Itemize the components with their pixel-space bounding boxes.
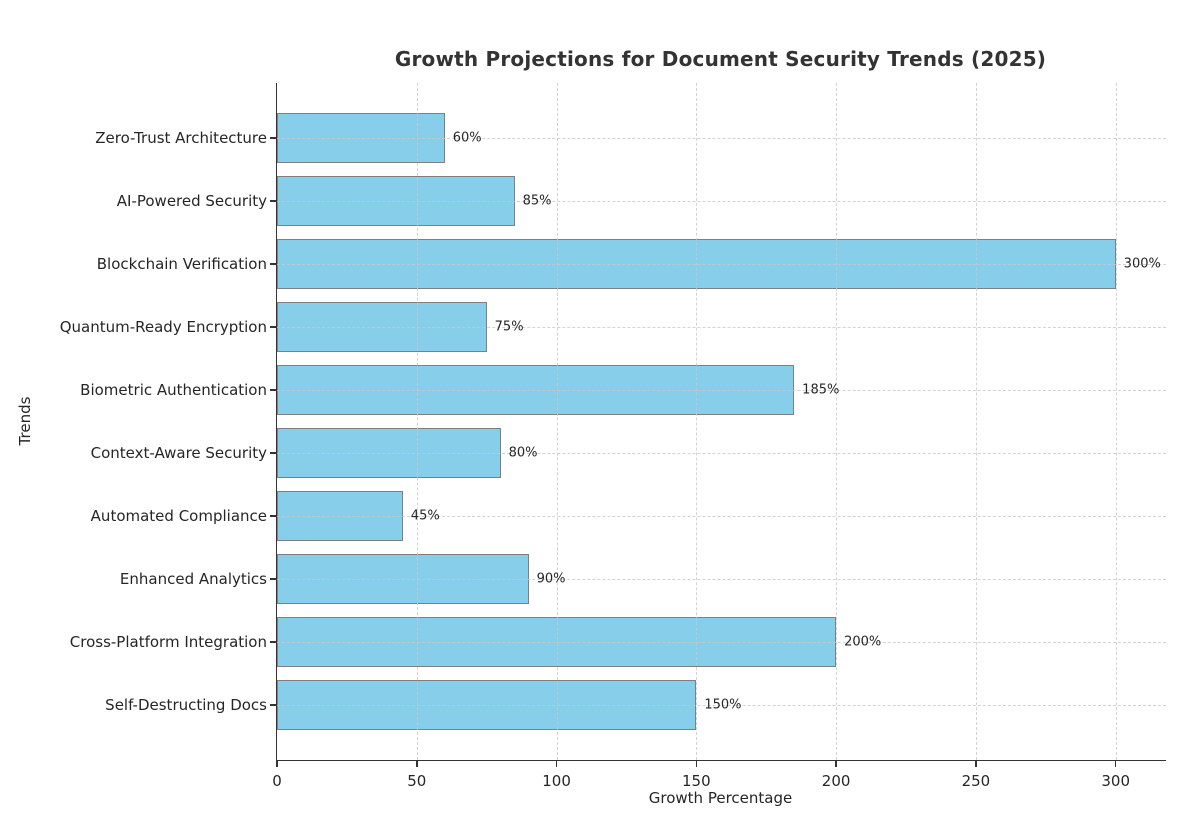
x-tick-label: 300: [1101, 772, 1130, 790]
bar: [277, 113, 445, 163]
bar-value-label: 75%: [494, 319, 524, 335]
x-axis-label: Growth Percentage: [648, 789, 793, 807]
y-axis-tick: [270, 389, 277, 391]
x-tick-label: 250: [961, 772, 991, 790]
bar: [277, 491, 403, 541]
y-axis-tick: [270, 452, 277, 454]
category-label: Self-Destructing Docs: [105, 696, 267, 714]
bar: [277, 680, 697, 730]
x-axis-tick: [555, 760, 558, 767]
bar-value-label: 45%: [410, 508, 440, 524]
category-label: AI-Powered Security: [116, 192, 267, 210]
y-axis-tick: [270, 326, 277, 328]
y-axis-tick: [270, 641, 277, 643]
category-label: Quantum-Ready Encryption: [59, 318, 267, 336]
bar-value-label: 150%: [704, 697, 742, 713]
plot-area: 0 50 100 150 200 250 300 60% Zero-Trust Architec…: [60, 83, 1166, 790]
x-tick-label: 200: [821, 772, 851, 790]
x-axis-tick: [276, 760, 278, 767]
y-axis-tick: [270, 263, 277, 265]
category-label: Biometric Authentication: [80, 381, 267, 399]
x-tick-label: 0: [272, 772, 282, 790]
bar: [277, 239, 1116, 289]
bar: [277, 302, 487, 352]
category-label: Context-Aware Security: [90, 444, 267, 462]
bar-value-label: 185%: [802, 382, 840, 398]
x-axis-tick: [835, 760, 837, 767]
bar: [277, 554, 529, 604]
category-label: Zero-Trust Architecture: [95, 129, 267, 147]
chart-title: Growth Projections for Document Security…: [394, 47, 1047, 71]
bar: [277, 428, 501, 478]
bar-value-label: 90%: [536, 571, 566, 587]
vertical-gridline: [1115, 83, 1117, 760]
x-axis-tick: [1114, 760, 1117, 767]
x-axis-tick: [975, 760, 977, 767]
bar: [277, 365, 795, 415]
bar-value-label: 85%: [522, 193, 552, 209]
x-tick-label: 150: [682, 772, 711, 790]
y-axis-tick: [270, 137, 277, 139]
y-axis-tick: [270, 704, 277, 706]
category-label: Enhanced Analytics: [119, 570, 267, 588]
category-label: Automated Compliance: [90, 507, 267, 525]
x-tick-label: 50: [407, 772, 427, 790]
y-axis-label: Trends: [16, 396, 34, 446]
bar-value-label: 80%: [508, 445, 538, 461]
bar-value-label: 60%: [452, 130, 482, 146]
y-axis-tick: [270, 515, 277, 517]
y-axis-tick: [270, 200, 277, 202]
bar-value-label: 200%: [844, 634, 882, 650]
category-label: Blockchain Verification: [96, 255, 267, 273]
x-tick-label: 100: [542, 772, 571, 790]
y-axis-tick: [270, 578, 277, 580]
bar: [277, 176, 515, 226]
x-axis-tick: [415, 760, 418, 767]
bar-value-label: 300%: [1123, 256, 1161, 272]
vertical-gridline: [836, 83, 838, 760]
vertical-gridline: [975, 83, 977, 760]
x-axis-tick: [695, 760, 698, 767]
bar: [277, 617, 837, 667]
category-label: Cross-Platform Integration: [69, 633, 267, 651]
